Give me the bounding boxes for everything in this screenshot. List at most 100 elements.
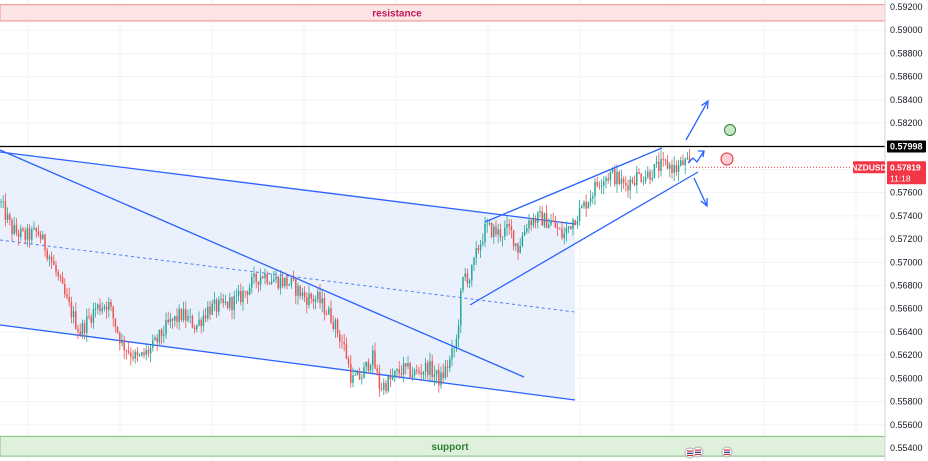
- candle: [92, 302, 95, 329]
- candle: [510, 219, 513, 239]
- event-icons[interactable]: [684, 446, 733, 459]
- candle: [642, 176, 645, 186]
- channel-lower-line[interactable]: [0, 324, 576, 401]
- candle: [365, 361, 367, 373]
- candle: [75, 302, 77, 330]
- candle: [653, 163, 656, 179]
- candle: [108, 297, 110, 318]
- candle: [314, 295, 317, 310]
- candle: [147, 345, 150, 358]
- candle: [600, 179, 603, 194]
- candle: [372, 345, 374, 374]
- bullish-target-arrow[interactable]: [685, 99, 709, 141]
- candle: [658, 152, 660, 179]
- y-tick-label: 0.57400: [890, 211, 923, 221]
- y-tick-label: 0.56200: [890, 350, 923, 360]
- y-tick-label: 0.56600: [890, 304, 923, 314]
- candle: [616, 164, 618, 193]
- candle: [273, 270, 275, 283]
- candle: [479, 239, 482, 259]
- candle: [141, 351, 143, 357]
- candle: [246, 290, 249, 304]
- candle: [680, 156, 682, 168]
- candle: [6, 207, 9, 223]
- candle: [334, 317, 337, 338]
- candle: [39, 230, 42, 244]
- candle: [0, 198, 2, 208]
- candle: [77, 324, 79, 339]
- candle: [548, 218, 550, 229]
- candle: [136, 346, 139, 362]
- trend-drawings[interactable]: [0, 99, 709, 378]
- candle: [358, 367, 361, 381]
- candle: [229, 292, 231, 311]
- candle: [605, 175, 607, 189]
- candle: [211, 299, 213, 316]
- candle: [433, 365, 436, 386]
- candle: [207, 300, 209, 322]
- candle: [64, 278, 66, 299]
- candle: [178, 304, 180, 330]
- downtrend-line[interactable]: [0, 149, 525, 378]
- candle: [242, 286, 244, 311]
- rising-channel-upper-line[interactable]: [484, 147, 663, 223]
- candle: [402, 356, 405, 383]
- candle: [455, 334, 458, 352]
- candle: [292, 270, 295, 282]
- resistance-zone[interactable]: [0, 4, 886, 22]
- candle: [143, 347, 145, 359]
- candle: [651, 169, 653, 182]
- candle: [308, 285, 310, 309]
- candle: [213, 292, 216, 311]
- candle: [103, 304, 106, 312]
- candle: [356, 369, 359, 376]
- flag-icon[interactable]: [692, 446, 704, 458]
- candle: [519, 238, 521, 254]
- candle: [121, 333, 123, 347]
- candle: [11, 217, 13, 242]
- candle: [156, 333, 158, 351]
- candle: [369, 363, 372, 374]
- candle: [220, 292, 222, 305]
- candle: [431, 354, 433, 382]
- candle: [504, 220, 506, 241]
- rising-channel-lower-line[interactable]: [469, 171, 699, 306]
- candle: [257, 281, 260, 293]
- channel-upper-line[interactable]: [0, 151, 576, 225]
- candle: [28, 224, 31, 248]
- channel-drawings[interactable]: [0, 151, 576, 401]
- candle: [497, 223, 499, 244]
- bullish-marker: [724, 124, 736, 136]
- candle: [83, 320, 86, 340]
- candle: [413, 368, 416, 378]
- candle: [312, 294, 315, 310]
- retest-zigzag[interactable]: [687, 150, 705, 164]
- candle: [607, 172, 609, 184]
- bearish-target-arrow[interactable]: [693, 177, 708, 208]
- flag-icon[interactable]: [721, 446, 733, 458]
- countdown-label: 11:18: [890, 173, 911, 183]
- last-price-tag: NZDUSD 0.57819 11:18: [851, 161, 926, 185]
- price-axis[interactable]: 0.59200 0.59000 0.58800 0.58600 0.58400 0.582…: [884, 0, 928, 461]
- candle: [662, 151, 664, 167]
- candle: [94, 302, 97, 318]
- candle: [378, 364, 381, 397]
- candle: [204, 307, 207, 323]
- candle: [350, 354, 352, 388]
- candle: [97, 303, 99, 314]
- y-tick-label: 0.57000: [890, 257, 923, 267]
- candle: [158, 329, 161, 347]
- candle: [332, 315, 334, 332]
- candle: [636, 165, 638, 194]
- candle: [391, 368, 394, 381]
- candle: [317, 287, 319, 303]
- candle: [240, 283, 242, 306]
- candle: [688, 148, 691, 163]
- candle: [627, 179, 629, 198]
- candle: [255, 271, 257, 289]
- candle: [543, 212, 546, 229]
- candle: [495, 220, 497, 238]
- candle: [620, 169, 623, 192]
- candle: [528, 214, 530, 234]
